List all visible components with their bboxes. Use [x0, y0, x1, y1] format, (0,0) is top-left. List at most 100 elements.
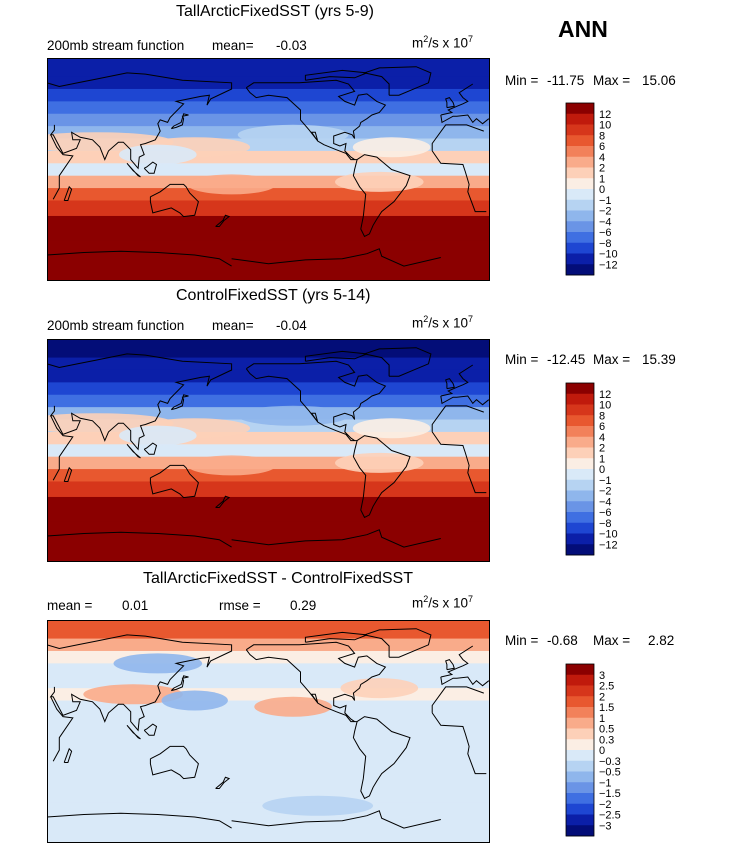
- panel2-min-value: -12.45: [547, 352, 586, 367]
- colorbar-tick-label: 2.5: [599, 681, 614, 693]
- zonal-band: [47, 188, 490, 202]
- colorbar-tick-label: 2: [599, 443, 605, 455]
- coastline: [431, 405, 484, 432]
- colorbar-swatch: [566, 696, 594, 708]
- coastline: [362, 66, 432, 96]
- colorbar-swatch: [566, 717, 594, 729]
- coastline: [304, 631, 368, 643]
- colorbar-tick-label: −2: [599, 799, 612, 811]
- coastline: [170, 113, 189, 130]
- zonal-band: [47, 737, 490, 751]
- coastline: [352, 154, 411, 238]
- panel1-title: TallArcticFixedSST (yrs 5-9): [176, 3, 374, 20]
- panel3-min-value: -0.68: [547, 633, 578, 648]
- coastline: [445, 659, 455, 671]
- colorbar-tick-label: −6: [599, 227, 612, 239]
- zonal-band: [47, 163, 490, 177]
- coastline: [126, 724, 141, 740]
- map-frame: [47, 58, 490, 281]
- coastline: [63, 466, 73, 482]
- colorbar-swatch: [566, 393, 594, 405]
- zonal-band: [47, 444, 490, 458]
- panel2-min-label: Min =: [505, 352, 539, 367]
- field-anomaly: [83, 684, 183, 705]
- coastline: [245, 641, 387, 723]
- panel1-map: [47, 58, 490, 281]
- colorbar-swatch: [566, 707, 594, 719]
- colorbar-tick-label: −10: [599, 249, 618, 261]
- zonal-band: [47, 777, 490, 804]
- colorbar-tick-label: −8: [599, 238, 612, 250]
- colorbar-tick-label: −4: [599, 496, 612, 508]
- coastline: [126, 162, 141, 178]
- colorbar-tick-label: −2.5: [599, 810, 621, 822]
- coastline: [143, 161, 158, 174]
- coastline: [352, 716, 411, 800]
- colorbar-swatch: [566, 135, 594, 147]
- colorbar-swatch: [566, 664, 594, 676]
- coastline: [149, 183, 199, 218]
- panel2-max-label: Max =: [593, 352, 631, 367]
- coastline: [440, 395, 490, 406]
- panel3-colorbar: 32.521.510.50.30−0.3−0.5−1−1.5−2−2.5−3: [565, 663, 621, 837]
- coastline: [352, 435, 411, 519]
- coastline: [431, 686, 484, 713]
- coastline: [440, 645, 474, 678]
- colorbar-frame: [565, 663, 595, 837]
- field-anomaly: [237, 405, 349, 426]
- colorbar-tick-label: 0.5: [599, 724, 614, 736]
- colorbar-swatch: [566, 178, 594, 190]
- coastline: [170, 394, 189, 411]
- field-anomaly: [254, 696, 332, 717]
- colorbar-swatch: [566, 447, 594, 459]
- colorbar-tick-label: 1: [599, 713, 605, 725]
- colorbar-swatch: [566, 782, 594, 794]
- panel2-units: m2/s x 107: [412, 314, 474, 331]
- panel3-rmse-label: rmse =: [219, 598, 261, 613]
- coastline: [231, 529, 441, 548]
- coastline: [47, 72, 233, 170]
- colorbar-swatch: [566, 383, 594, 395]
- colorbar-swatch: [566, 479, 594, 491]
- colorbar-tick-label: 10: [599, 400, 611, 412]
- colorbar-swatch: [566, 544, 594, 556]
- colorbar-swatch: [566, 533, 594, 545]
- coastline: [47, 812, 232, 829]
- coastline: [215, 776, 231, 789]
- colorbar-swatch: [566, 674, 594, 686]
- colorbar-swatch: [566, 210, 594, 222]
- panel1-units: m2/s x 107: [412, 34, 474, 51]
- coastline: [245, 79, 387, 161]
- field-anomaly: [352, 137, 431, 158]
- zonal-band: [47, 762, 490, 779]
- panel2-title: ControlFixedSST (yrs 5-14): [176, 287, 371, 304]
- colorbar-swatch: [566, 750, 594, 762]
- colorbar-tick-label: 0: [599, 184, 605, 196]
- zonal-band: [47, 58, 490, 78]
- map-frame: [47, 339, 490, 562]
- zonal-band: [47, 712, 490, 726]
- panel2-mean-label: mean=: [212, 318, 254, 333]
- colorbar-tick-label: 2: [599, 163, 605, 175]
- colorbar-tick-label: 2: [599, 691, 605, 703]
- colorbar-tick-label: −0.3: [599, 756, 621, 768]
- panel1-left-label: 200mb stream function: [47, 38, 185, 53]
- field-anomaly: [187, 174, 276, 195]
- colorbar-tick-label: 0.3: [599, 734, 614, 746]
- colorbar-swatch: [566, 469, 594, 481]
- colorbar-frame: [565, 382, 595, 556]
- colorbar-tick-label: 3: [599, 670, 605, 682]
- colorbar-swatch: [566, 522, 594, 534]
- coastline: [50, 415, 74, 481]
- colorbar-tick-label: −1: [599, 777, 612, 789]
- colorbar-swatch: [566, 415, 594, 427]
- colorbar-swatch: [566, 167, 594, 179]
- panel3-min-label: Min =: [505, 633, 539, 648]
- coastline: [126, 443, 141, 459]
- coastline: [50, 696, 74, 762]
- coastline: [47, 250, 232, 267]
- colorbar-tick-label: −3: [599, 820, 612, 832]
- panel1-mean-label: mean=: [212, 38, 254, 53]
- colorbar-swatch: [566, 728, 594, 740]
